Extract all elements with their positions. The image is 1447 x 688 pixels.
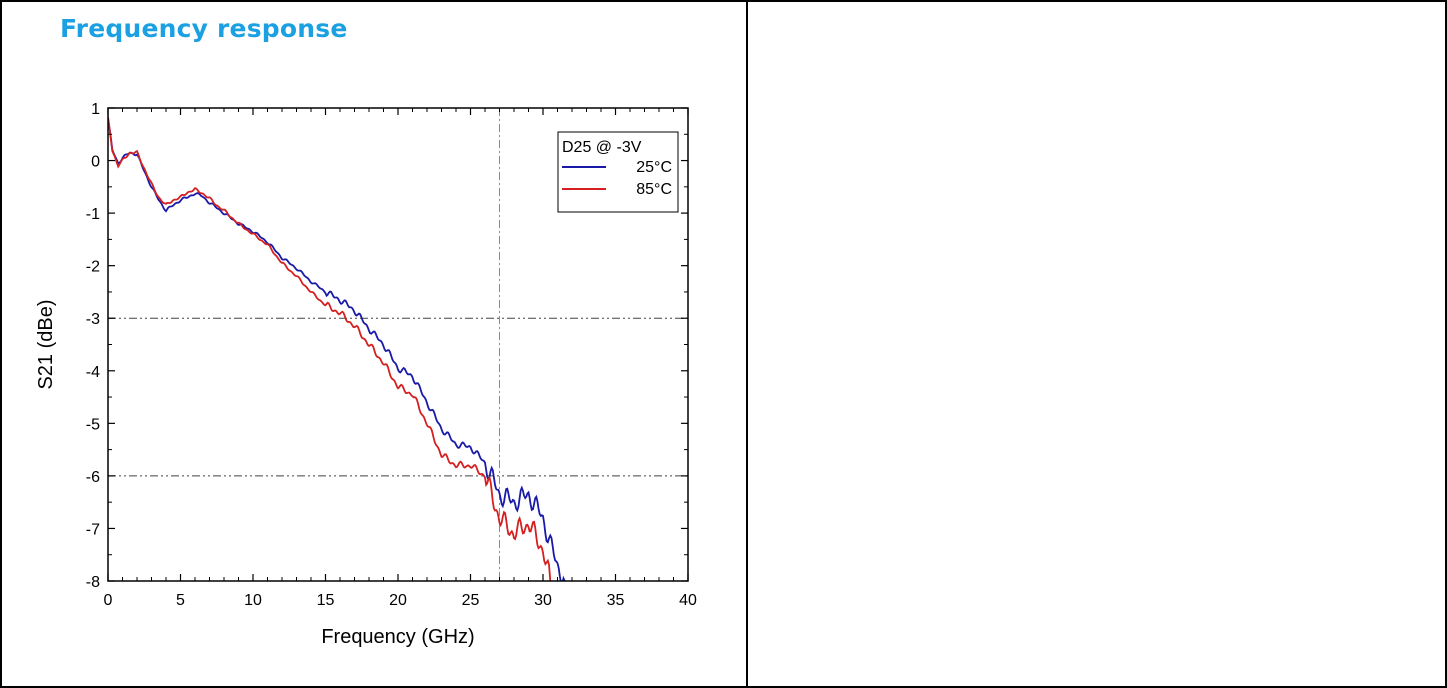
y-tick-label: -6 [86, 469, 100, 486]
y-tick-label: -3 [86, 311, 100, 328]
series-line-0 [108, 118, 566, 581]
legend-label-1: 85°C [636, 181, 672, 198]
legend-box [557, 131, 679, 213]
legend-label-0: 25°C [636, 159, 672, 176]
y-tick-label: 0 [91, 154, 100, 171]
y-tick-label: 1 [91, 101, 100, 118]
y-tick-label: -8 [86, 574, 100, 591]
x-tick-label: 35 [607, 592, 625, 609]
x-tick-label: 5 [176, 592, 185, 609]
legend-title: D25 @ -3V [562, 139, 642, 156]
right-cell [746, 0, 1447, 688]
x-tick-label: 15 [317, 592, 335, 609]
frequency-response-chart: 0 5 10 15 20 25 30 35 4010-1-2-3-4-5-6-7-8Freque… [35, 101, 697, 648]
x-tick-label: 25 [462, 592, 480, 609]
y-tick-label: -4 [86, 364, 100, 381]
x-axis-label: Frequency (GHz) [321, 626, 474, 648]
left-cell: Frequency response 0 5 10 15 20 25 30 35 40 1 0 -1-… [0, 0, 748, 688]
series-line-1 [108, 116, 552, 581]
x-tick-label: 20 [389, 592, 407, 609]
x-tick-label: 10 [244, 592, 262, 609]
y-tick-label: -5 [86, 416, 100, 433]
y-tick-label: -2 [86, 259, 100, 276]
y-axis-label: S21 (dBe) [35, 299, 57, 389]
y-tick-label: -7 [86, 521, 100, 538]
x-tick-label: 30 [534, 592, 552, 609]
y-tick-label: -1 [86, 206, 100, 223]
section-heading: Frequency response [60, 14, 348, 43]
x-tick-label: 40 [679, 592, 697, 609]
x-tick-label: 0 [104, 592, 113, 609]
